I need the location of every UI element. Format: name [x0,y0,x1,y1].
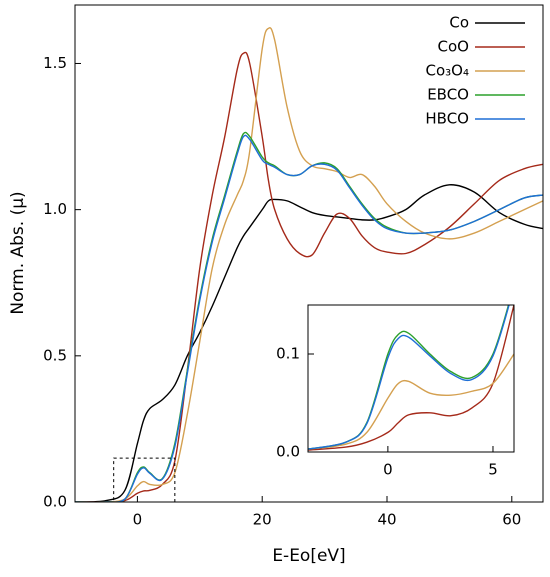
series-line [75,51,543,502]
legend-label: HBCO [425,110,469,128]
x-tick-label: 60 [502,511,521,529]
legend-label: Co [449,14,469,32]
x-tick-label: 0 [383,461,393,479]
x-axis-label: E-Eo[eV] [272,546,345,566]
series-group [75,27,543,502]
series-line [308,353,514,450]
zoom-region [113,457,176,503]
x-tick-label: 0 [133,511,143,529]
y-tick-label: 0.5 [43,346,67,364]
x-tick-label: 5 [488,461,498,479]
y-tick-label: 1.5 [43,54,67,72]
y-axis-label: Norm. Abs. (μ) [8,191,28,314]
y-tick-label: 0.0 [43,493,67,511]
legend-label: CoO [438,38,469,56]
inset-background [307,304,515,453]
y-tick-label: 0.0 [276,443,300,461]
legend-label: Co₃O₄ [426,62,469,80]
plot-frame [74,4,544,503]
series-line [308,305,514,451]
series-line [308,305,510,450]
legend-label: EBCO [427,86,469,104]
x-tick-label: 40 [377,511,396,529]
y-tick-label: 1.0 [43,200,67,218]
series-line [75,184,543,502]
series-line [75,134,543,502]
series-line [75,27,543,502]
plot-frame [307,304,515,453]
y-tick-label: 0.1 [276,345,300,363]
x-tick-label: 20 [253,511,272,529]
series-group [308,305,514,451]
